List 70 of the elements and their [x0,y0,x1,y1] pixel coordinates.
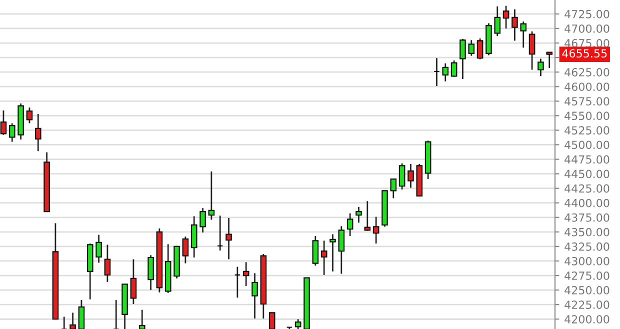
candlestick [468,39,475,56]
candlestick [78,299,85,329]
candlestick [216,214,224,252]
y-tick-label: 4550.00 [564,112,610,120]
candlestick [200,207,206,234]
candlestick [242,261,250,287]
candlestick [70,312,76,329]
y-tick-label: 4700.00 [564,24,610,33]
candlestick [60,316,68,329]
candlestick [460,38,466,80]
candlestick [502,5,510,30]
y-tick-label: 4275.00 [564,272,610,280]
candlestick [398,162,406,190]
y-tick-label: 4625.00 [564,68,610,76]
y-tick-label: 4225.00 [564,300,610,309]
candlestick [346,212,354,237]
y-tick-label: 4200.00 [564,315,610,324]
y-tick-label: 4300.00 [564,256,610,266]
candlestick [330,234,336,272]
candlestick [138,309,146,329]
candlestick [34,113,42,152]
y-tick-label: 4500.00 [564,140,610,150]
candlestick [372,216,380,244]
y-tick-label: 4450.00 [564,170,610,178]
candlestick [26,106,33,124]
y-tick-label: 4375.00 [564,213,610,222]
candlestick [182,236,189,264]
candlestick [294,318,302,329]
y-tick-label: 4425.00 [564,184,610,193]
candlestick [312,235,319,266]
candlestick [520,20,527,48]
candlestick [546,52,553,69]
candlestick [494,6,501,37]
candlestick [190,216,198,258]
candlestick [104,244,111,283]
y-tick-label: 4575.00 [564,97,610,106]
candlestick [390,178,397,199]
candlestick [512,8,518,42]
candlestick [234,266,241,298]
y-tick-label: 4525.00 [564,126,610,135]
y-tick-label: 4250.00 [564,286,610,294]
candlestick [0,110,7,136]
candlestick [148,254,154,291]
y-tick-label: 4350.00 [564,228,610,236]
candlestick [226,217,232,260]
candlestick [112,299,120,329]
text: 4655.55 [562,49,607,58]
candlestick [208,170,215,220]
y-tick-label: 4725.00 [564,10,610,18]
candlestick [252,272,258,320]
candlestick [528,30,536,70]
y-tick-label: 4600.00 [564,82,610,91]
y-tick-label: 4675.00 [564,38,610,48]
y-tick-label: 4325.00 [564,242,610,251]
candlestick [434,57,440,87]
candlestick [338,225,345,274]
candlestick [320,240,328,276]
candlestick [538,58,544,77]
candlestick [442,62,449,82]
candlestick [8,122,16,143]
y-tick-label: 4475.00 [564,155,610,164]
candlestick [364,200,371,232]
candlestick [130,258,137,305]
candlestick [268,312,276,329]
candlestick [450,60,458,78]
candlestick [356,206,362,224]
candlestick [476,38,484,60]
candlestick [408,163,414,188]
y-tick-label: 4400.00 [564,198,610,208]
candlestick [96,234,102,264]
